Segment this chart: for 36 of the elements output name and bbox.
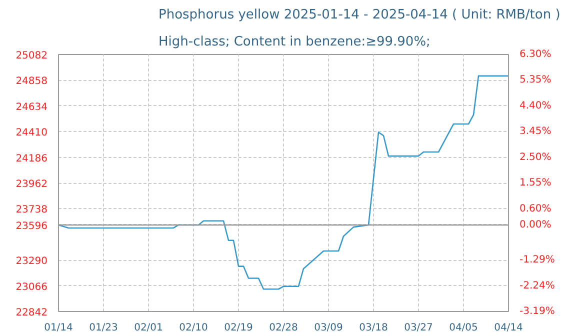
y2-tick-label: -1.29%	[520, 254, 555, 266]
y-tick-label: 24410	[16, 128, 48, 139]
y2-tick-label: 3.45%	[520, 126, 552, 138]
x-tick-label: 02/01	[134, 322, 163, 334]
y2-tick-label: 5.35%	[520, 74, 552, 86]
x-tick-label: 01/14	[44, 322, 73, 334]
y-tick-label: 23738	[16, 204, 48, 216]
y-tick-label: 23596	[16, 220, 48, 232]
y-tick-label: 24858	[16, 76, 48, 88]
y-tick-label: 23962	[16, 179, 48, 190]
x-tick-label: 04/14	[494, 322, 523, 334]
y2-tick-label: 0.00%	[520, 220, 552, 231]
y-tick-label: 24186	[16, 153, 48, 164]
y2-tick-label: 4.40%	[520, 100, 552, 112]
y2-tick-label: -3.19%	[520, 306, 555, 317]
x-tick-label: 03/27	[404, 322, 433, 334]
y2-tick-label: 2.50%	[520, 152, 552, 163]
y-tick-label: 24634	[16, 102, 48, 113]
chart-subtitle: High-class; Content in benzene:≥99.90%;	[158, 34, 430, 50]
y2-tick-label: 6.30%	[520, 49, 552, 60]
y-tick-label: 22842	[16, 308, 48, 318]
x-tick-label: 02/10	[179, 322, 208, 334]
y-tick-label: 23290	[16, 256, 48, 268]
chart-title: Phosphorus yellow 2025-01-14 - 2025-04-14 ( Unit: RMB/ton )	[158, 8, 560, 22]
line-series	[58, 75, 508, 290]
x-tick-label: 03/09	[314, 322, 343, 334]
y2-tick-label: -2.24%	[520, 280, 555, 292]
x-tick-label: 04/05	[449, 322, 478, 334]
y-tick-label: 23066	[16, 282, 48, 293]
y2-tick-label: 0.60%	[520, 203, 552, 214]
x-tick-label: 01/23	[89, 322, 118, 334]
y2-tick-label: 1.55%	[520, 178, 552, 189]
y-tick-label: 25082	[16, 50, 48, 62]
x-tick-label: 02/19	[224, 322, 253, 334]
x-tick-label: 03/18	[359, 322, 388, 334]
x-tick-label: 02/28	[269, 322, 298, 334]
